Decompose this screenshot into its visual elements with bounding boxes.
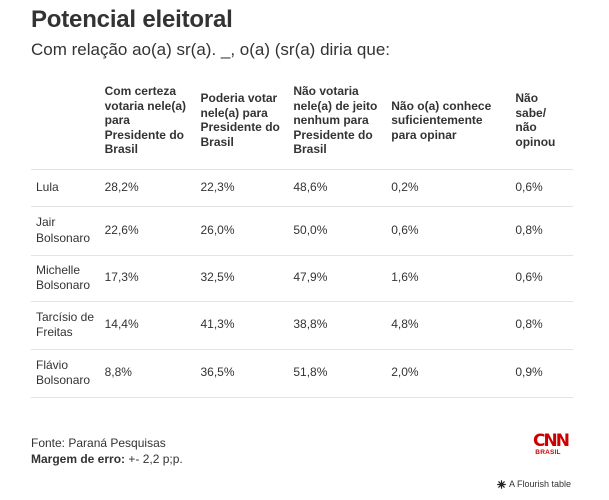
- candidate-name: Jair Bolsonaro: [31, 206, 100, 256]
- table-cell: 14,4%: [99, 301, 196, 350]
- page-subtitle: Com relação ao(a) sr(a). _, o(a) (sr(a) …: [31, 40, 391, 59]
- table-cell: 32,5%: [195, 255, 289, 302]
- table-cell: 36,5%: [195, 349, 289, 398]
- column-header-no-opinion: Não sabe/ não opinou: [510, 84, 573, 170]
- table-cell: 0,6%: [510, 255, 573, 302]
- table-cell: 8,8%: [99, 349, 196, 398]
- table-cell: 0,9%: [510, 349, 573, 398]
- column-header-name: [31, 84, 100, 170]
- table-header-row: Com certeza votaria nele(a) para Preside…: [31, 84, 573, 170]
- column-header-does-not-know-enough: Não o(a) conhece suficientemente para op…: [386, 84, 511, 170]
- flourish-icon: [497, 479, 506, 489]
- table-row: Jair Bolsonaro 22,6% 26,0% 50,0% 0,6% 0,…: [31, 206, 573, 256]
- cnn-logo-sub: BRASIL: [535, 449, 561, 456]
- table-cell: 0,8%: [510, 301, 573, 350]
- flourish-credit-label: A Flourish table: [509, 479, 572, 489]
- table-cell: 22,3%: [195, 169, 289, 207]
- table-cell: 1,6%: [386, 255, 511, 302]
- candidate-name: Tarcísio de Freitas: [31, 301, 100, 350]
- table-cell: 0,6%: [510, 169, 573, 207]
- table-cell: 28,2%: [99, 169, 196, 207]
- table-cell: 38,8%: [288, 301, 387, 350]
- candidate-name: Lula: [31, 169, 100, 207]
- footer-notes: Fonte: Paraná Pesquisas Margem de erro: …: [31, 435, 183, 467]
- table-cell: 0,8%: [510, 206, 573, 256]
- page-title: Potencial eleitoral: [31, 6, 233, 33]
- table-cell: 50,0%: [288, 206, 387, 256]
- column-header-would-not-vote: Não votaria nele(a) de jeito nenhum para…: [288, 84, 387, 170]
- table-cell: 4,8%: [386, 301, 511, 350]
- margin-of-error: Margem de erro: +- 2,2 p;p.: [31, 451, 183, 467]
- flourish-credit-link[interactable]: A Flourish table: [497, 479, 571, 489]
- table-row: Michelle Bolsonaro 17,3% 32,5% 47,9% 1,6…: [31, 255, 573, 302]
- cnn-brasil-logo: CNN BRASIL: [533, 431, 570, 457]
- margin-label: Margem de erro:: [31, 452, 126, 466]
- table-cell: 22,6%: [99, 206, 196, 256]
- source-note: Fonte: Paraná Pesquisas: [31, 436, 166, 450]
- table-row: Tarcísio de Freitas 14,4% 41,3% 38,8% 4,…: [31, 301, 573, 350]
- candidate-name: Michelle Bolsonaro: [31, 255, 100, 302]
- table-cell: 47,9%: [288, 255, 387, 302]
- table-cell: 48,6%: [288, 169, 387, 207]
- cnn-logo-word: CNN: [533, 431, 570, 451]
- column-header-could-vote: Poderia votar nele(a) para Presidente do…: [195, 84, 289, 170]
- table-row: Flávio Bolsonaro 8,8% 36,5% 51,8% 2,0% 0…: [31, 349, 573, 398]
- table-cell: 41,3%: [195, 301, 289, 350]
- column-header-certainly-vote: Com certeza votaria nele(a) para Preside…: [99, 84, 196, 170]
- table-cell: 0,2%: [386, 169, 511, 207]
- table-cell: 0,6%: [386, 206, 511, 256]
- table-cell: 2,0%: [386, 349, 511, 398]
- table-cell: 51,8%: [288, 349, 387, 398]
- candidate-name: Flávio Bolsonaro: [31, 349, 100, 398]
- results-table: Com certeza votaria nele(a) para Preside…: [31, 84, 573, 398]
- table-cell: 17,3%: [99, 255, 196, 302]
- table-row: Lula 28,2% 22,3% 48,6% 0,2% 0,6%: [31, 169, 573, 207]
- margin-value: +- 2,2 p;p.: [125, 452, 183, 466]
- table-cell: 26,0%: [195, 206, 289, 256]
